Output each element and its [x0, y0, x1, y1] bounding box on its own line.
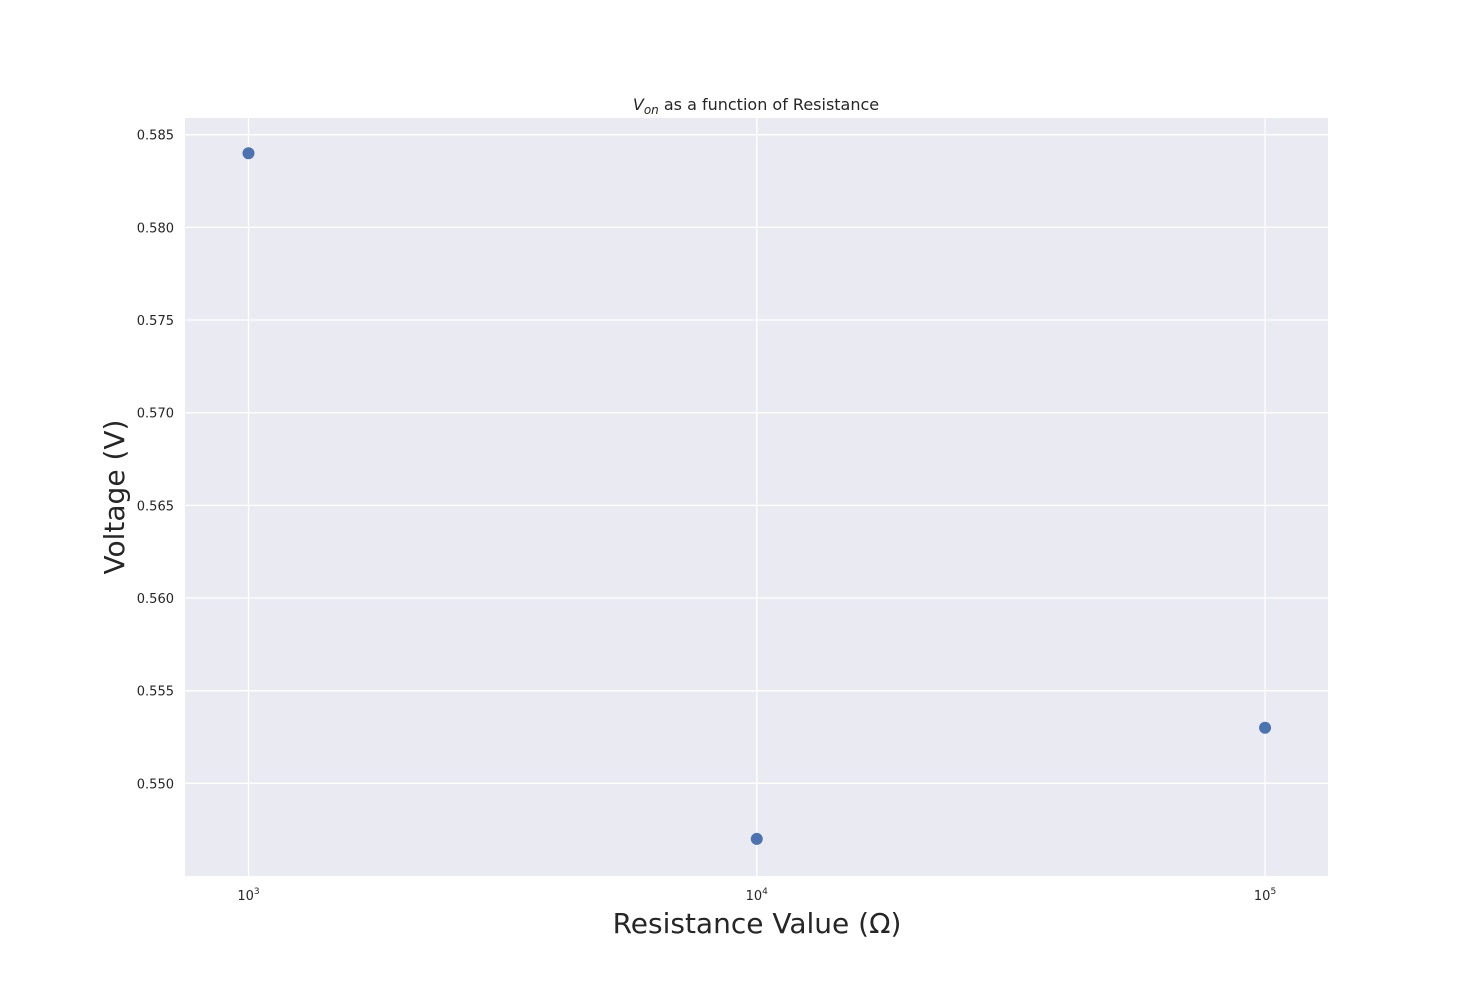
x-tick-label: 104 — [746, 887, 769, 904]
x-tick-label: 105 — [1254, 887, 1276, 904]
x-tick-base: 10 — [237, 889, 254, 904]
x-tick-base: 10 — [746, 889, 763, 904]
x-tick-label: 103 — [237, 887, 259, 904]
chart-title-rest: as a function of Resistance — [659, 95, 879, 114]
data-point — [1259, 721, 1272, 734]
data-point — [750, 832, 763, 845]
x-tick-labels: 103 104 105 — [237, 887, 1276, 904]
y-tick-label: 0.565 — [137, 499, 174, 514]
y-tick-label: 0.550 — [137, 777, 174, 792]
y-tick-label: 0.555 — [137, 685, 174, 700]
y-tick-label: 0.580 — [137, 221, 174, 236]
chart-title: Von as a function of Resistance — [633, 95, 879, 117]
grid — [185, 118, 1328, 876]
x-tick-exponent: 5 — [1270, 887, 1276, 897]
chart-title-subscript: on — [644, 103, 659, 117]
x-tick-base: 10 — [1254, 889, 1271, 904]
x-tick-exponent: 4 — [762, 887, 768, 897]
x-axis-label: Resistance Value (Ω) — [613, 907, 902, 940]
data-point — [242, 147, 255, 160]
y-tick-label: 0.560 — [137, 592, 174, 607]
data-points — [242, 147, 1272, 845]
y-tick-label: 0.575 — [137, 314, 174, 329]
x-tick-exponent: 3 — [254, 887, 260, 897]
chart-title-variable: V — [633, 95, 645, 114]
y-tick-labels: 0.550 0.555 0.560 0.565 0.570 0.575 0.580 0.585 — [137, 129, 174, 793]
y-tick-label: 0.570 — [137, 407, 174, 422]
y-axis-label: Voltage (V) — [98, 420, 131, 575]
y-tick-label: 0.585 — [137, 129, 174, 144]
